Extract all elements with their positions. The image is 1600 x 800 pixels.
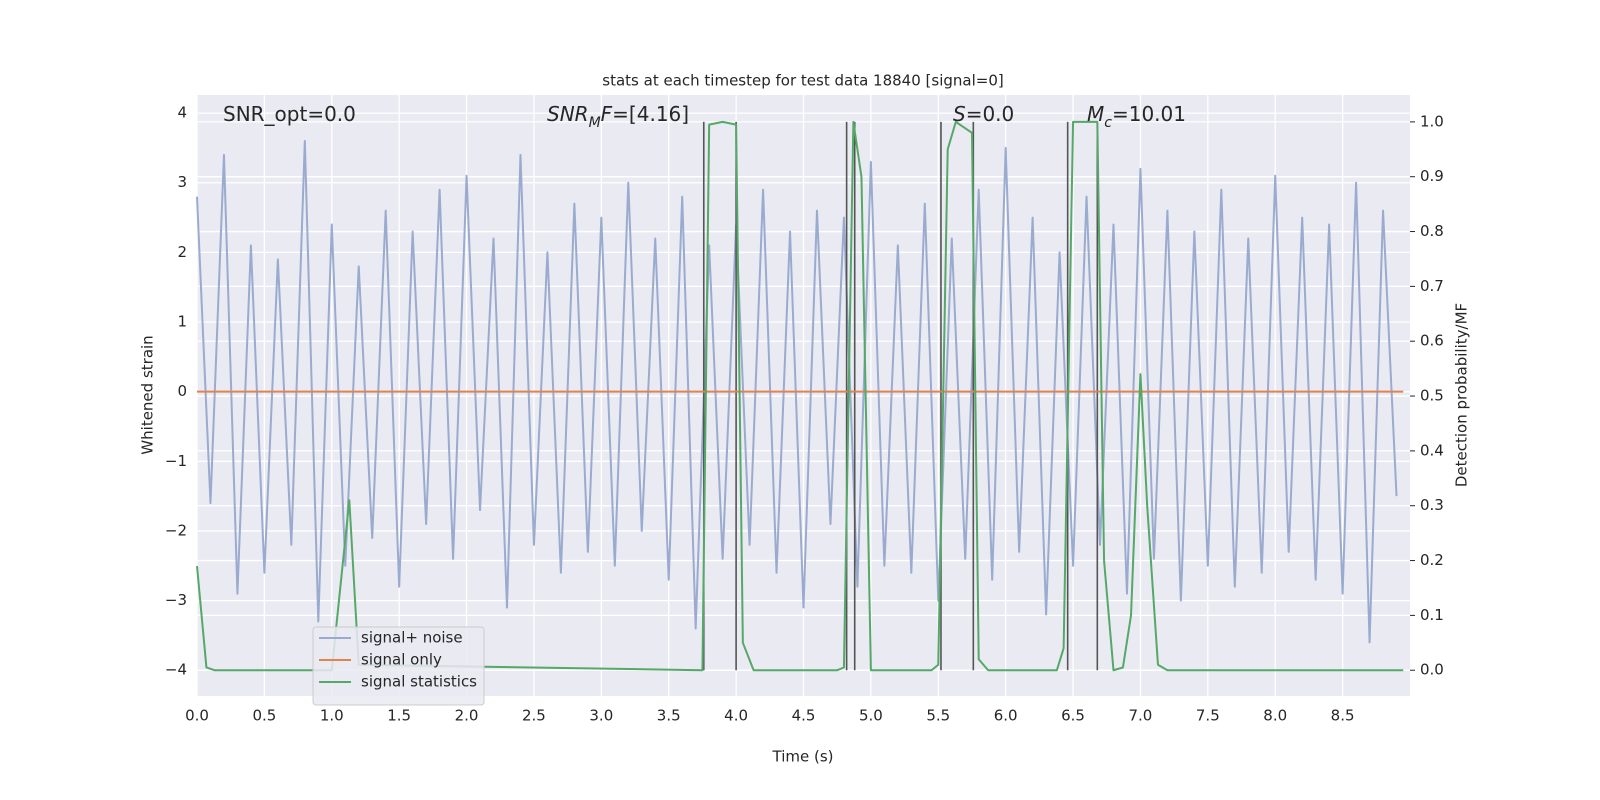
- annotation: Mc=10.01: [1087, 102, 1186, 132]
- x-tick-label: 4.5: [792, 707, 816, 725]
- legend-label: signal only: [361, 651, 442, 669]
- y2-tick-label: 0.0: [1420, 661, 1444, 679]
- x-tick-label: 1.5: [387, 707, 411, 725]
- x-tick-label: 2.5: [522, 707, 546, 725]
- x-tick-label: 6.0: [994, 707, 1018, 725]
- y-tick-label: 2: [177, 243, 187, 261]
- y2-tick-label: 0.8: [1420, 222, 1444, 240]
- annotation-part: =0.0: [966, 102, 1015, 126]
- y-tick-label: −4: [165, 661, 187, 679]
- x-axis-label: Time (s): [772, 748, 834, 766]
- annotation-part: M: [589, 115, 601, 131]
- y2-tick-label: 0.7: [1420, 277, 1444, 295]
- annotation-part: SNR_opt=0.0: [223, 102, 356, 126]
- y2-tick-label: 0.2: [1420, 551, 1444, 569]
- x-tick-label: 8.0: [1263, 707, 1287, 725]
- x-tick-label: 3.5: [657, 707, 681, 725]
- x-tick-label: 7.0: [1129, 707, 1153, 725]
- y2-tick-label: 0.5: [1420, 387, 1444, 405]
- y-tick-label: 3: [177, 173, 187, 191]
- x-tick-label: 1.0: [320, 707, 344, 725]
- y-tick-label: −2: [165, 521, 187, 539]
- y-tick-label: −1: [165, 452, 187, 470]
- y-tick-label: 1: [177, 313, 187, 331]
- x-tick-label: 8.5: [1331, 707, 1355, 725]
- y-tick-label: −3: [165, 591, 187, 609]
- y2-axis-label: Detection probability/MF: [1453, 303, 1471, 487]
- x-tick-label: 4.0: [724, 707, 748, 725]
- annotation-part: =[4.16]: [612, 102, 689, 126]
- y-tick-label: 0: [177, 382, 187, 400]
- y2-tick-label: 0.9: [1420, 167, 1444, 185]
- y2-tick-label: 0.3: [1420, 496, 1444, 514]
- y2-tick-label: 0.4: [1420, 441, 1444, 459]
- y-tick-label: 4: [177, 104, 187, 122]
- x-tick-label: 0.0: [185, 707, 209, 725]
- annotation: S=0.0: [953, 102, 1014, 126]
- annotation: SNRMF=[4.16]: [547, 102, 689, 132]
- y-axis-label: Whitened strain: [139, 335, 157, 454]
- annotation-part: c: [1104, 115, 1112, 131]
- annotation-part: S: [953, 102, 966, 126]
- x-tick-label: 6.5: [1061, 707, 1085, 725]
- series-line: [196, 139, 1398, 644]
- chart-title: stats at each timestep for test data 188…: [602, 72, 1003, 90]
- annotation-part: M: [1087, 102, 1104, 126]
- x-tick-label: 7.5: [1196, 707, 1220, 725]
- x-tick-label: 5.0: [859, 707, 883, 725]
- y2-tick-label: 0.6: [1420, 332, 1444, 350]
- x-tick-label: 2.0: [455, 707, 479, 725]
- annotation-part: F: [601, 102, 613, 126]
- y2-tick-label: 0.1: [1420, 606, 1444, 624]
- annotation-part: SNR: [547, 102, 589, 126]
- annotation: SNR_opt=0.0: [223, 102, 356, 126]
- legend-label: signal statistics: [361, 673, 477, 691]
- series-line: [196, 120, 1404, 672]
- x-tick-label: 0.5: [252, 707, 276, 725]
- legend-label: signal+ noise: [361, 629, 463, 647]
- annotation-part: =10.01: [1112, 102, 1186, 126]
- y2-tick-label: 1.0: [1420, 112, 1444, 130]
- x-tick-label: 5.5: [926, 707, 950, 725]
- legend-box: [312, 626, 485, 706]
- x-tick-label: 3.0: [589, 707, 613, 725]
